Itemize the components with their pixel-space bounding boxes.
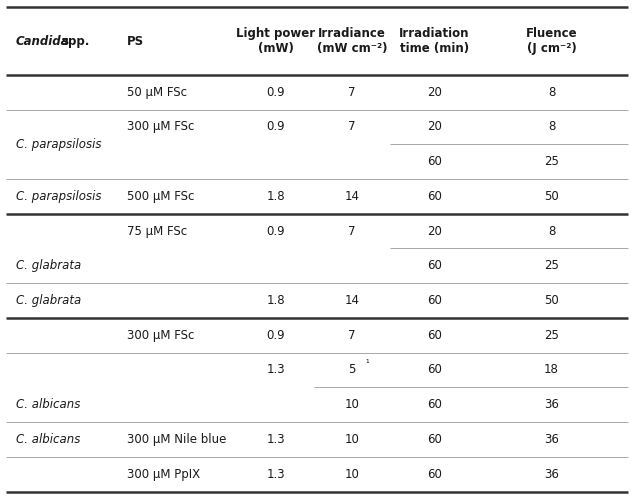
- Text: 60: 60: [427, 398, 442, 411]
- Text: 8: 8: [548, 225, 555, 238]
- Text: 7: 7: [348, 329, 356, 342]
- Text: 14: 14: [344, 294, 359, 307]
- Text: 1.8: 1.8: [266, 190, 285, 203]
- Text: ¹: ¹: [366, 359, 370, 368]
- Text: 50 μM FSc: 50 μM FSc: [127, 86, 187, 99]
- Text: 36: 36: [544, 468, 559, 481]
- Text: 1.8: 1.8: [266, 294, 285, 307]
- Text: 25: 25: [544, 259, 559, 272]
- Text: 25: 25: [544, 155, 559, 168]
- Text: C. glabrata: C. glabrata: [16, 294, 81, 307]
- Text: 1.3: 1.3: [266, 433, 285, 446]
- Text: 7: 7: [348, 225, 356, 238]
- Text: 1.3: 1.3: [266, 468, 285, 481]
- Text: 20: 20: [427, 120, 442, 133]
- Text: 60: 60: [427, 155, 442, 168]
- Text: 14: 14: [344, 190, 359, 203]
- Text: Light power
(mW): Light power (mW): [236, 27, 315, 55]
- Text: 60: 60: [427, 468, 442, 481]
- Text: Fluence
(J cm⁻²): Fluence (J cm⁻²): [526, 27, 578, 55]
- Text: 20: 20: [427, 225, 442, 238]
- Text: 60: 60: [427, 259, 442, 272]
- Text: 300 μM FSc: 300 μM FSc: [127, 120, 194, 133]
- Text: 60: 60: [427, 294, 442, 307]
- Text: spp.: spp.: [61, 34, 90, 48]
- Text: 50: 50: [544, 294, 559, 307]
- Text: 1.3: 1.3: [266, 363, 285, 376]
- Text: 10: 10: [344, 433, 359, 446]
- Text: 60: 60: [427, 433, 442, 446]
- Text: 10: 10: [344, 468, 359, 481]
- Text: 7: 7: [348, 120, 356, 133]
- Text: C. albicans: C. albicans: [16, 433, 81, 446]
- Text: 0.9: 0.9: [266, 120, 285, 133]
- Text: 20: 20: [427, 86, 442, 99]
- Text: 0.9: 0.9: [266, 329, 285, 342]
- Text: 7: 7: [348, 86, 356, 99]
- Text: 60: 60: [427, 363, 442, 376]
- Text: 300 μM Nile blue: 300 μM Nile blue: [127, 433, 226, 446]
- Text: 8: 8: [548, 120, 555, 133]
- Text: 75 μM FSc: 75 μM FSc: [127, 225, 187, 238]
- Text: C. albicans: C. albicans: [16, 398, 81, 411]
- Text: C. glabrata: C. glabrata: [16, 259, 81, 272]
- Text: 25: 25: [544, 329, 559, 342]
- Text: 60: 60: [427, 329, 442, 342]
- Text: 50: 50: [544, 190, 559, 203]
- Text: 300 μM FSc: 300 μM FSc: [127, 329, 194, 342]
- Text: 10: 10: [344, 398, 359, 411]
- Text: Irradiance
(mW cm⁻²): Irradiance (mW cm⁻²): [316, 27, 387, 55]
- Text: Candida: Candida: [16, 34, 69, 48]
- Text: 18: 18: [544, 363, 559, 376]
- Text: 5: 5: [348, 363, 356, 376]
- Text: C. parapsilosis: C. parapsilosis: [16, 190, 101, 203]
- Text: C. parapsilosis: C. parapsilosis: [16, 138, 101, 151]
- Text: 500 μM FSc: 500 μM FSc: [127, 190, 194, 203]
- Text: 0.9: 0.9: [266, 225, 285, 238]
- Text: 36: 36: [544, 433, 559, 446]
- Text: 60: 60: [427, 190, 442, 203]
- Text: 0.9: 0.9: [266, 86, 285, 99]
- Text: 8: 8: [548, 86, 555, 99]
- Text: 36: 36: [544, 398, 559, 411]
- Text: 300 μM PpIX: 300 μM PpIX: [127, 468, 200, 481]
- Text: Irradiation
time (min): Irradiation time (min): [399, 27, 470, 55]
- Text: PS: PS: [127, 34, 144, 48]
